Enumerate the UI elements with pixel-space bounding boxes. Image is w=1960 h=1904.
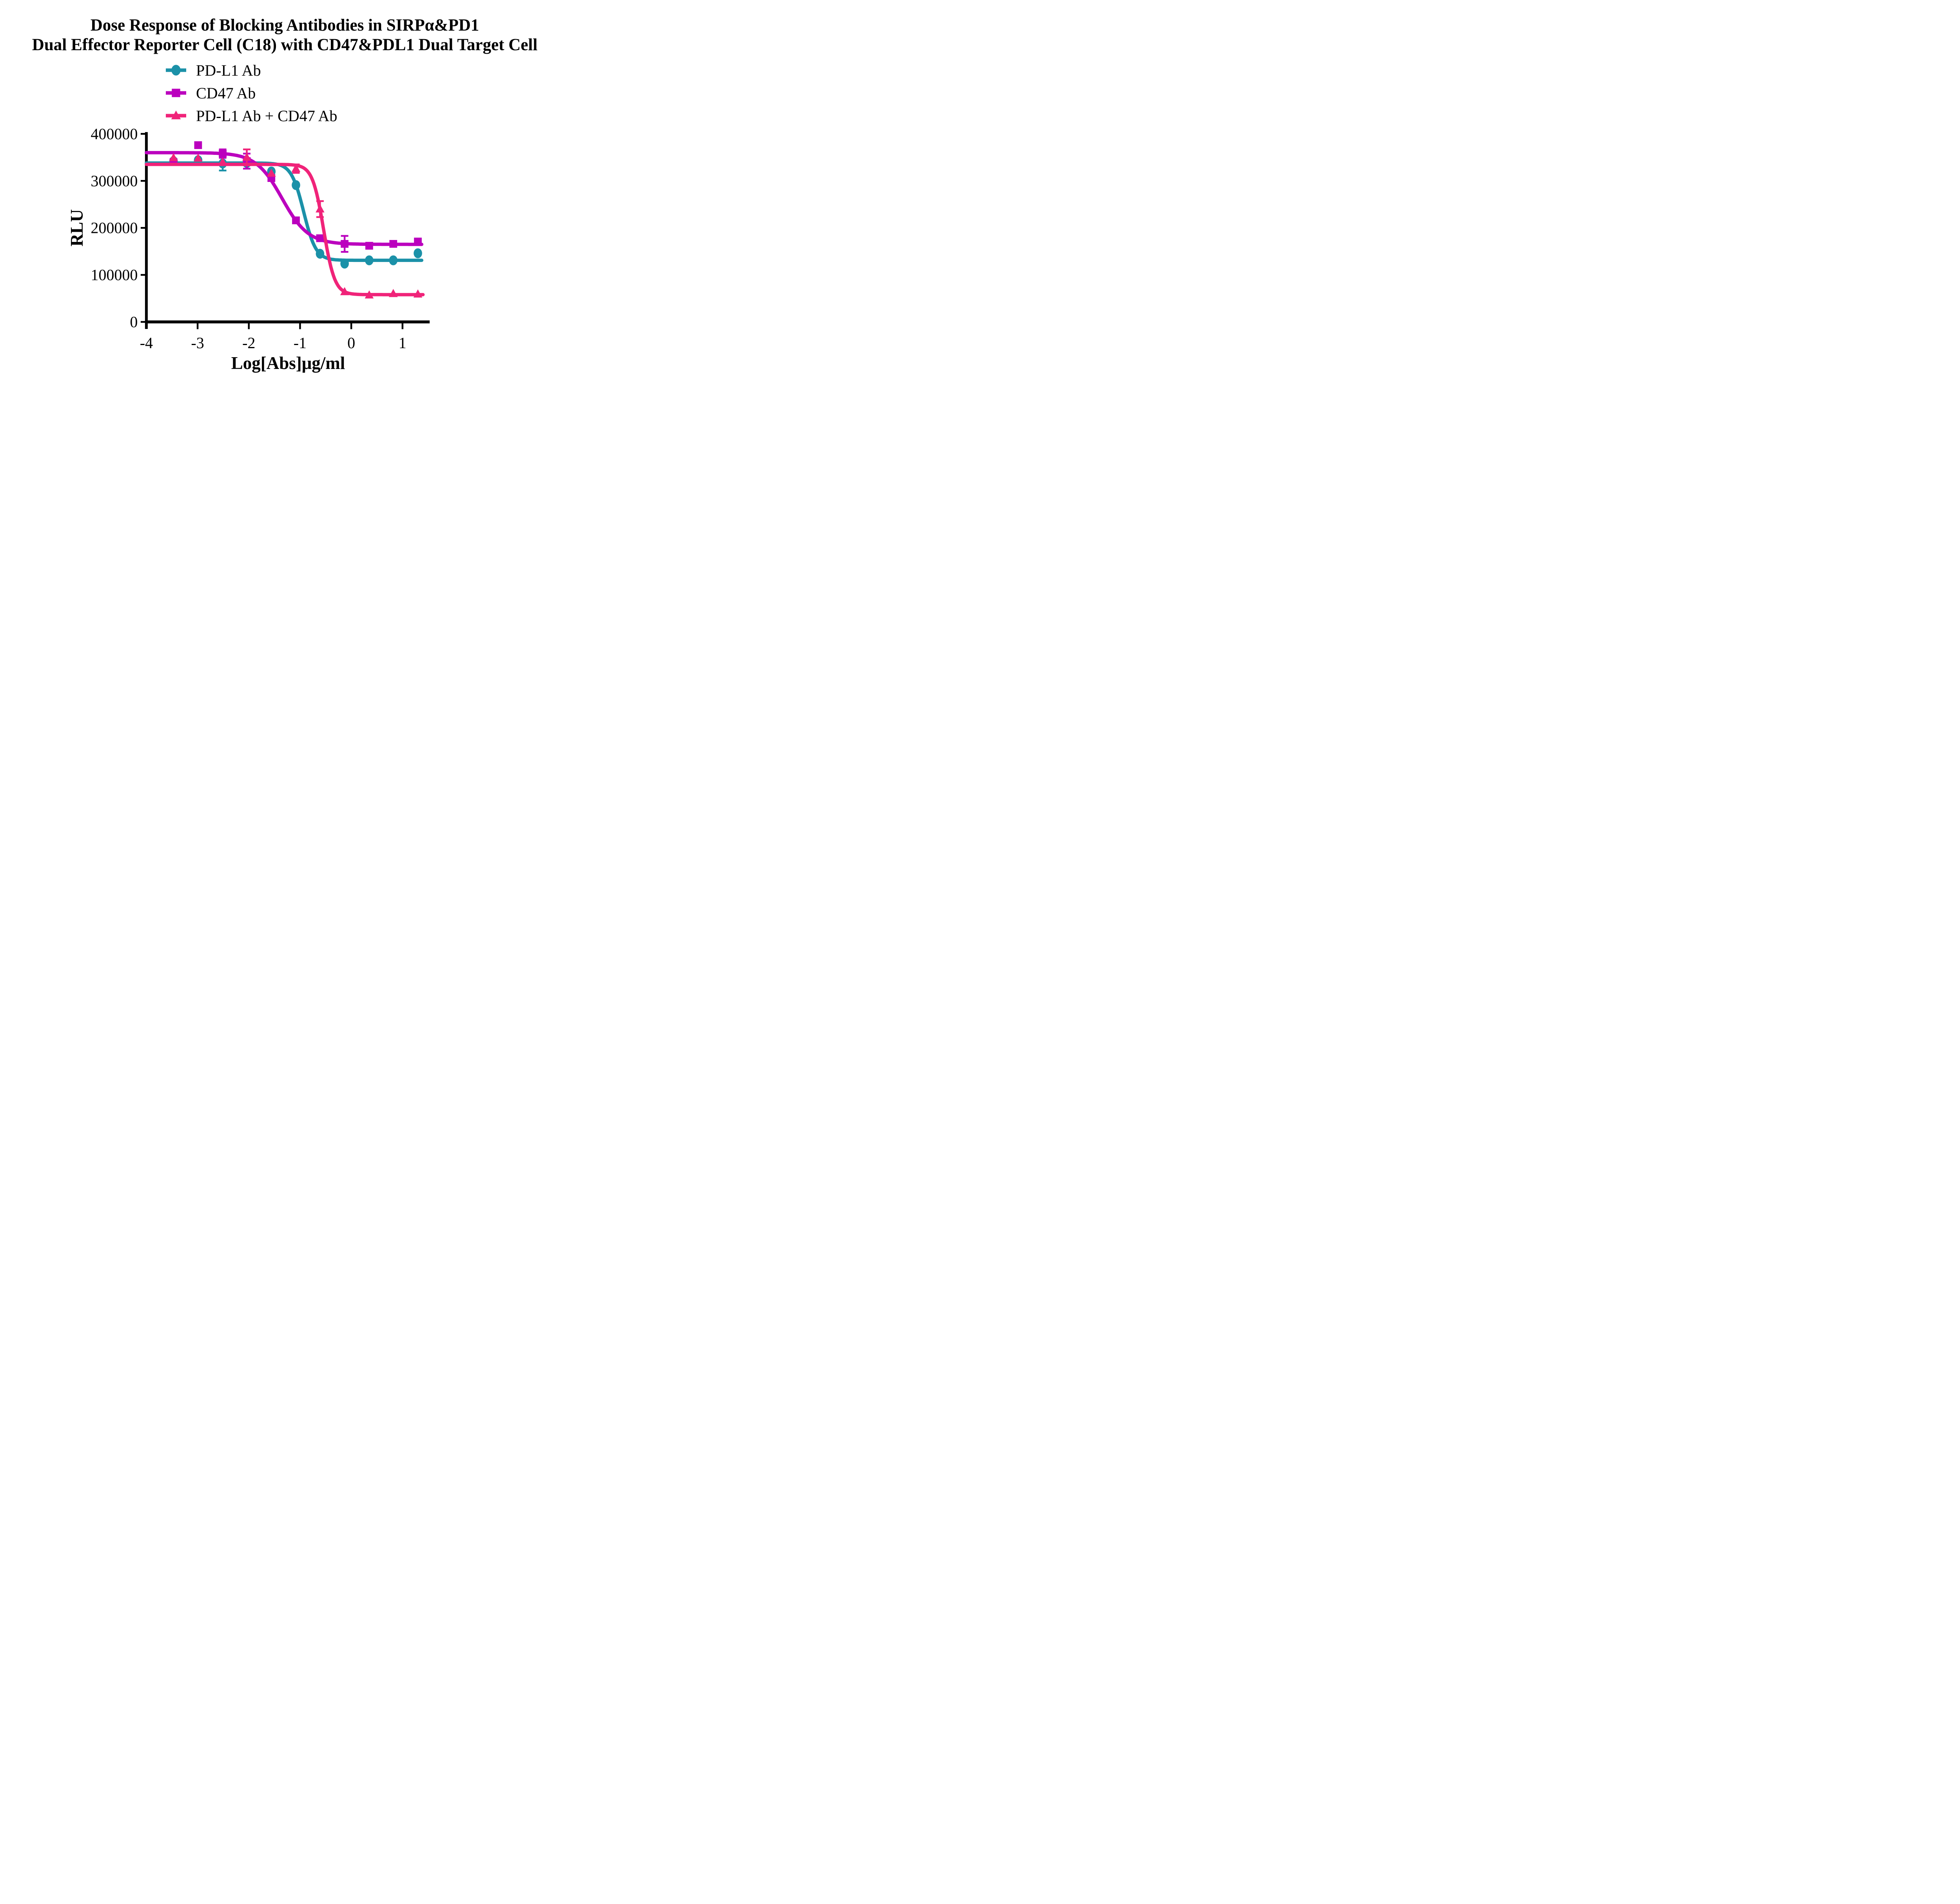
x-tick-label: -4: [140, 334, 153, 352]
data-point-circle: [171, 65, 181, 76]
data-point-square: [389, 240, 397, 248]
data-point-triangle: [340, 287, 349, 295]
circle-marker-icon: [166, 65, 186, 76]
data-point-square: [414, 238, 422, 245]
chart-legend: PD-L1 Ab CD47 Ab PD-L1 Ab + CD47 Ab: [165, 59, 337, 127]
data-point-triangle: [218, 157, 227, 165]
legend-item-pd-l1-ab-cd47-ab: PD-L1 Ab + CD47 Ab: [165, 104, 337, 127]
data-point-circle: [340, 258, 349, 269]
data-point-square: [219, 149, 227, 158]
triangle-marker-icon: [166, 110, 186, 120]
data-point-circle: [292, 180, 300, 190]
chart-title-line2: Dual Effector Reporter Cell (C18) with C…: [32, 35, 538, 54]
data-point-square: [172, 89, 180, 97]
legend-item-pd-l1-ab: PD-L1 Ab: [165, 59, 337, 82]
fit-curve-pd-l1-ab-cd47-ab: [145, 163, 425, 296]
data-point-triangle: [413, 289, 423, 298]
y-tick-label: 200000: [91, 219, 138, 237]
data-point-circle: [365, 255, 374, 265]
legend-label: PD-L1 Ab: [196, 61, 261, 79]
data-point-square: [292, 216, 300, 224]
data-point-square: [194, 141, 202, 149]
y-axis-title: RLU: [67, 209, 87, 246]
dose-response-figure: Dose Response of Blocking Antibodies in …: [0, 0, 570, 381]
square-marker-icon: [166, 89, 186, 97]
legend-item-cd47-ab: CD47 Ab: [165, 82, 337, 104]
x-axis-title: Log[Abs]μg/ml: [231, 353, 345, 373]
data-point-triangle: [171, 110, 181, 120]
data-point-triangle: [291, 164, 301, 172]
legend-label: PD-L1 Ab + CD47 Ab: [196, 107, 338, 125]
x-tick-label: 0: [347, 334, 355, 352]
data-point-triangle: [316, 204, 325, 213]
data-point-circle: [316, 249, 325, 259]
data-point-circle: [389, 255, 398, 265]
y-tick-label: 300000: [91, 172, 138, 190]
data-point-triangle: [169, 153, 178, 162]
x-tick-label: -1: [294, 334, 307, 352]
plot-area: RLU Log[Abs]μg/ml 0 100000 200000 300000 400…: [67, 125, 430, 373]
x-tick-label: -2: [242, 334, 255, 352]
data-point-triangle: [194, 153, 203, 162]
data-point-triangle: [267, 168, 276, 177]
chart-title-line1: Dose Response of Blocking Antibodies in …: [90, 16, 479, 35]
x-tick-label: 1: [399, 334, 407, 352]
data-point-triangle: [365, 290, 374, 299]
legend-label: CD47 Ab: [196, 84, 256, 102]
data-point-square: [365, 242, 373, 250]
data-point-circle: [414, 248, 422, 258]
data-point-triangle: [388, 289, 398, 297]
fit-curve-cd47-ab: [145, 151, 424, 246]
data-point-square: [341, 240, 349, 248]
y-tick-label: 400000: [91, 125, 138, 143]
data-point-triangle: [242, 153, 251, 161]
y-tick-label: 100000: [91, 266, 138, 284]
chart-title: Dose Response of Blocking Antibodies in …: [0, 16, 570, 55]
x-tick-label: -3: [191, 334, 204, 352]
data-point-square: [316, 234, 324, 242]
y-tick-label: 0: [130, 313, 138, 331]
